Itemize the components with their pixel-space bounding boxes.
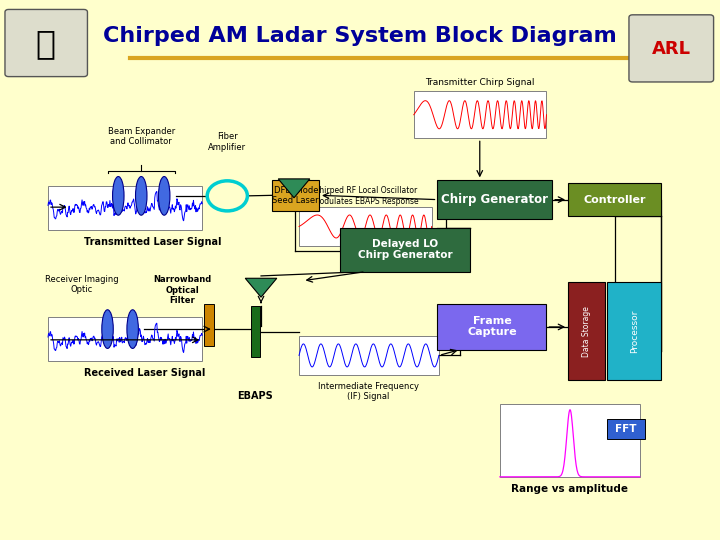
Text: Processor: Processor [630, 309, 639, 353]
Text: Controller: Controller [583, 194, 646, 205]
Ellipse shape [135, 177, 147, 215]
Bar [414, 91, 546, 138]
Text: Data Storage: Data Storage [582, 306, 591, 357]
Ellipse shape [158, 177, 170, 215]
Bar [299, 336, 439, 375]
Text: Fiber
Amplifier: Fiber Amplifier [208, 132, 246, 152]
Text: Chirped RF Local Oscillator
Modulates EBAPS Response: Chirped RF Local Oscillator Modulates EB… [313, 186, 418, 206]
Text: Intermediate Frequency
(IF) Signal: Intermediate Frequency (IF) Signal [318, 382, 419, 401]
Text: Received Laser Signal: Received Laser Signal [84, 368, 205, 379]
Bar [204, 305, 214, 346]
FancyBboxPatch shape [608, 419, 644, 439]
Bar [48, 318, 202, 361]
FancyBboxPatch shape [608, 282, 661, 380]
Text: EBAPS: EBAPS [238, 391, 273, 401]
Text: FFT: FFT [616, 424, 636, 434]
Text: Chirp Generator: Chirp Generator [441, 193, 549, 206]
FancyBboxPatch shape [568, 183, 661, 217]
Polygon shape [278, 179, 310, 198]
Polygon shape [246, 278, 276, 297]
FancyBboxPatch shape [629, 15, 714, 82]
Text: Beam Expander
and Collimator: Beam Expander and Collimator [107, 127, 175, 146]
Bar [48, 186, 202, 230]
Bar [251, 306, 261, 357]
FancyBboxPatch shape [5, 9, 87, 77]
Text: 🛡: 🛡 [36, 27, 56, 60]
Text: Range vs amplitude: Range vs amplitude [511, 484, 628, 494]
Ellipse shape [102, 310, 113, 348]
Text: Chirped AM Ladar System Block Diagram: Chirped AM Ladar System Block Diagram [103, 26, 617, 46]
Ellipse shape [127, 310, 138, 348]
FancyBboxPatch shape [272, 180, 319, 211]
Text: Narrowband
Optical
Filter: Narrowband Optical Filter [153, 275, 211, 305]
FancyBboxPatch shape [438, 304, 546, 349]
Text: Transmitter Chirp Signal: Transmitter Chirp Signal [425, 78, 534, 87]
Ellipse shape [112, 177, 124, 215]
Text: Transmitted Laser Signal: Transmitted Laser Signal [84, 237, 221, 247]
Text: Receiver Imaging
Optic: Receiver Imaging Optic [45, 275, 119, 294]
FancyBboxPatch shape [340, 227, 470, 272]
Text: ARL: ARL [652, 39, 690, 58]
FancyBboxPatch shape [568, 282, 606, 380]
FancyBboxPatch shape [438, 180, 552, 219]
Text: DFB Diode
Seed Laser: DFB Diode Seed Laser [272, 186, 319, 205]
Text: Delayed LO
Chirp Generator: Delayed LO Chirp Generator [358, 239, 452, 260]
Text: Frame
Capture: Frame Capture [467, 316, 517, 338]
Bar [500, 404, 639, 477]
Bar [299, 207, 432, 246]
